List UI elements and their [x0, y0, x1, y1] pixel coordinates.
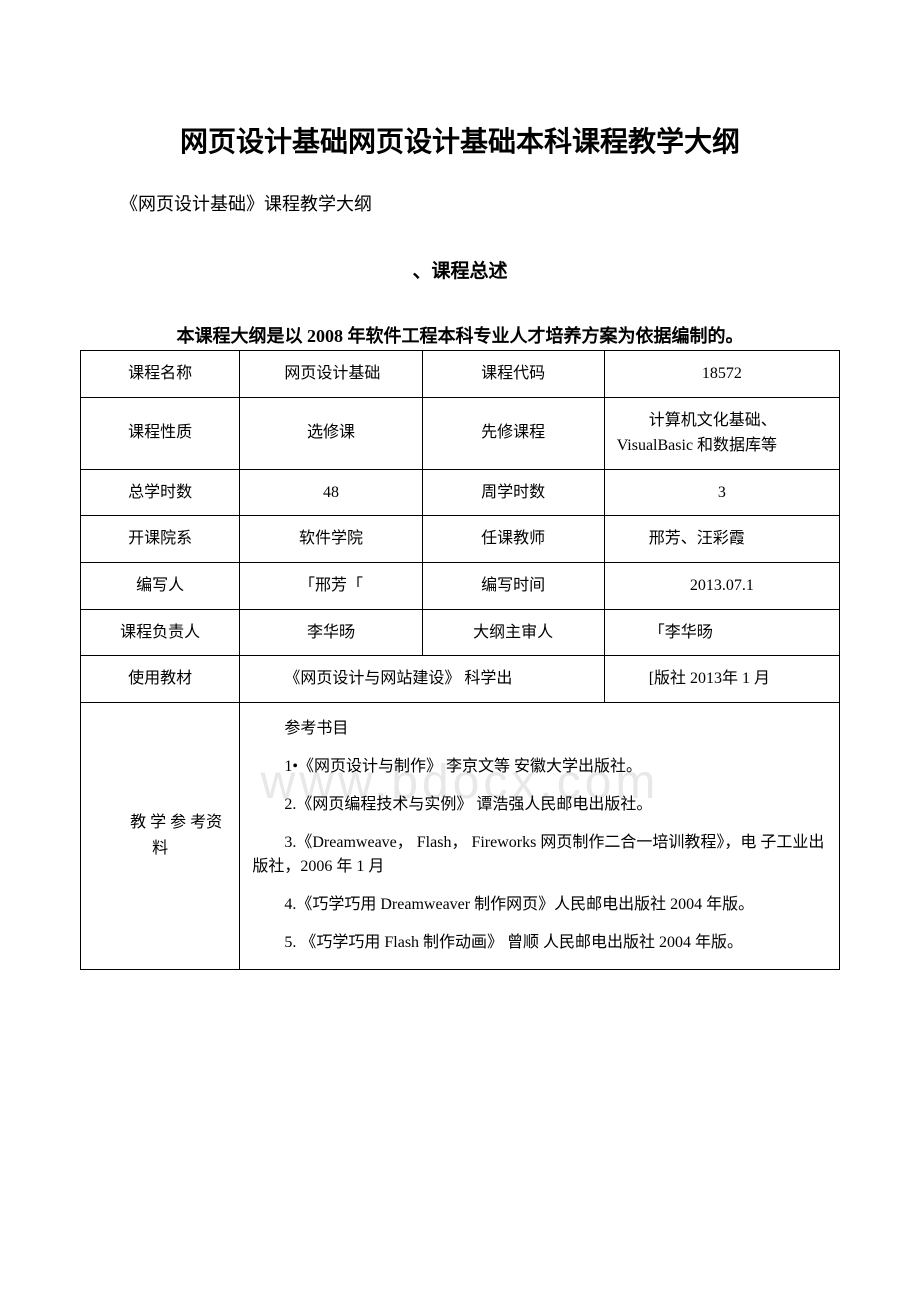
cell-label: 大纲主审人: [422, 609, 604, 656]
main-title: 网页设计基础网页设计基础本科课程教学大纲: [80, 120, 840, 160]
cell-label: 课程代码: [422, 351, 604, 398]
cell-label: 先修课程: [422, 397, 604, 469]
cell-value: 选修课: [240, 397, 422, 469]
cell-value: 邢芳、汪彩霞: [604, 516, 839, 563]
table-row: 总学时数 48 周学时数 3: [81, 469, 840, 516]
section-heading: 、课程总述: [80, 256, 840, 283]
cell-value: 48: [240, 469, 422, 516]
cell-value: 网页设计基础: [240, 351, 422, 398]
cell-label: 开课院系: [81, 516, 240, 563]
cell-label: 任课教师: [422, 516, 604, 563]
description-text: 本课程大纲是以 2008 年软件工程本科专业人才培养方案为依据编制的。: [80, 323, 840, 350]
cell-label: 周学时数: [422, 469, 604, 516]
cell-label: 课程名称: [81, 351, 240, 398]
course-info-table: 课程名称 网页设计基础 课程代码 18572 课程性质 选修课 先修课程 计算机…: [80, 350, 840, 970]
cell-label: 课程负责人: [81, 609, 240, 656]
reference-item: 4.《巧学巧用 Dreamweaver 制作网页》人民邮电出版社 2004 年版…: [252, 893, 827, 917]
table-row: 课程名称 网页设计基础 课程代码 18572: [81, 351, 840, 398]
page-container: www.bdocx.com 网页设计基础网页设计基础本科课程教学大纲 《网页设计…: [80, 120, 840, 970]
table-row-references: 教 学 参 考资 料 参考书目 1•《网页设计与制作》 李京文等 安徽大学出版社…: [81, 702, 840, 969]
cell-label: 课程性质: [81, 397, 240, 469]
table-row: 课程负责人 李华旸 大纲主审人 「李华旸: [81, 609, 840, 656]
reference-item: 3.《Dreamweave， Flash， Fireworks 网页制作二合一培…: [252, 831, 827, 879]
cell-value: 「邢芳「: [240, 562, 422, 609]
table-row: 课程性质 选修课 先修课程 计算机文化基础、VisualBasic 和数据库等: [81, 397, 840, 469]
cell-label: 教 学 参 考资 料: [81, 702, 240, 969]
subtitle: 《网页设计基础》课程教学大纲: [80, 190, 840, 216]
cell-value: 18572: [604, 351, 839, 398]
cell-label: 使用教材: [81, 656, 240, 703]
reference-item: 5. 《巧学巧用 Flash 制作动画》 曾顺 人民邮电出版社 2004 年版。: [252, 931, 827, 955]
cell-label: 总学时数: [81, 469, 240, 516]
cell-value: 软件学院: [240, 516, 422, 563]
cell-value: 「李华旸: [604, 609, 839, 656]
cell-value: 李华旸: [240, 609, 422, 656]
cell-label: 编写时间: [422, 562, 604, 609]
cell-label: 编写人: [81, 562, 240, 609]
cell-value: 2013.07.1: [604, 562, 839, 609]
cell-value: 计算机文化基础、VisualBasic 和数据库等: [604, 397, 839, 469]
cell-value: 3: [604, 469, 839, 516]
table-row-textbook: 使用教材 《网页设计与网站建设》 科学出 [版社 2013年 1 月: [81, 656, 840, 703]
table-row: 开课院系 软件学院 任课教师 邢芳、汪彩霞: [81, 516, 840, 563]
cell-value: [版社 2013年 1 月: [604, 656, 839, 703]
table-row: 编写人 「邢芳「 编写时间 2013.07.1: [81, 562, 840, 609]
references-heading: 参考书目: [252, 717, 827, 741]
reference-item: 1•《网页设计与制作》 李京文等 安徽大学出版社。: [252, 755, 827, 779]
reference-item: 2.《网页编程技术与实例》 谭浩强人民邮电出版社。: [252, 793, 827, 817]
cell-value: 《网页设计与网站建设》 科学出: [240, 656, 604, 703]
references-cell: 参考书目 1•《网页设计与制作》 李京文等 安徽大学出版社。 2.《网页编程技术…: [240, 702, 840, 969]
